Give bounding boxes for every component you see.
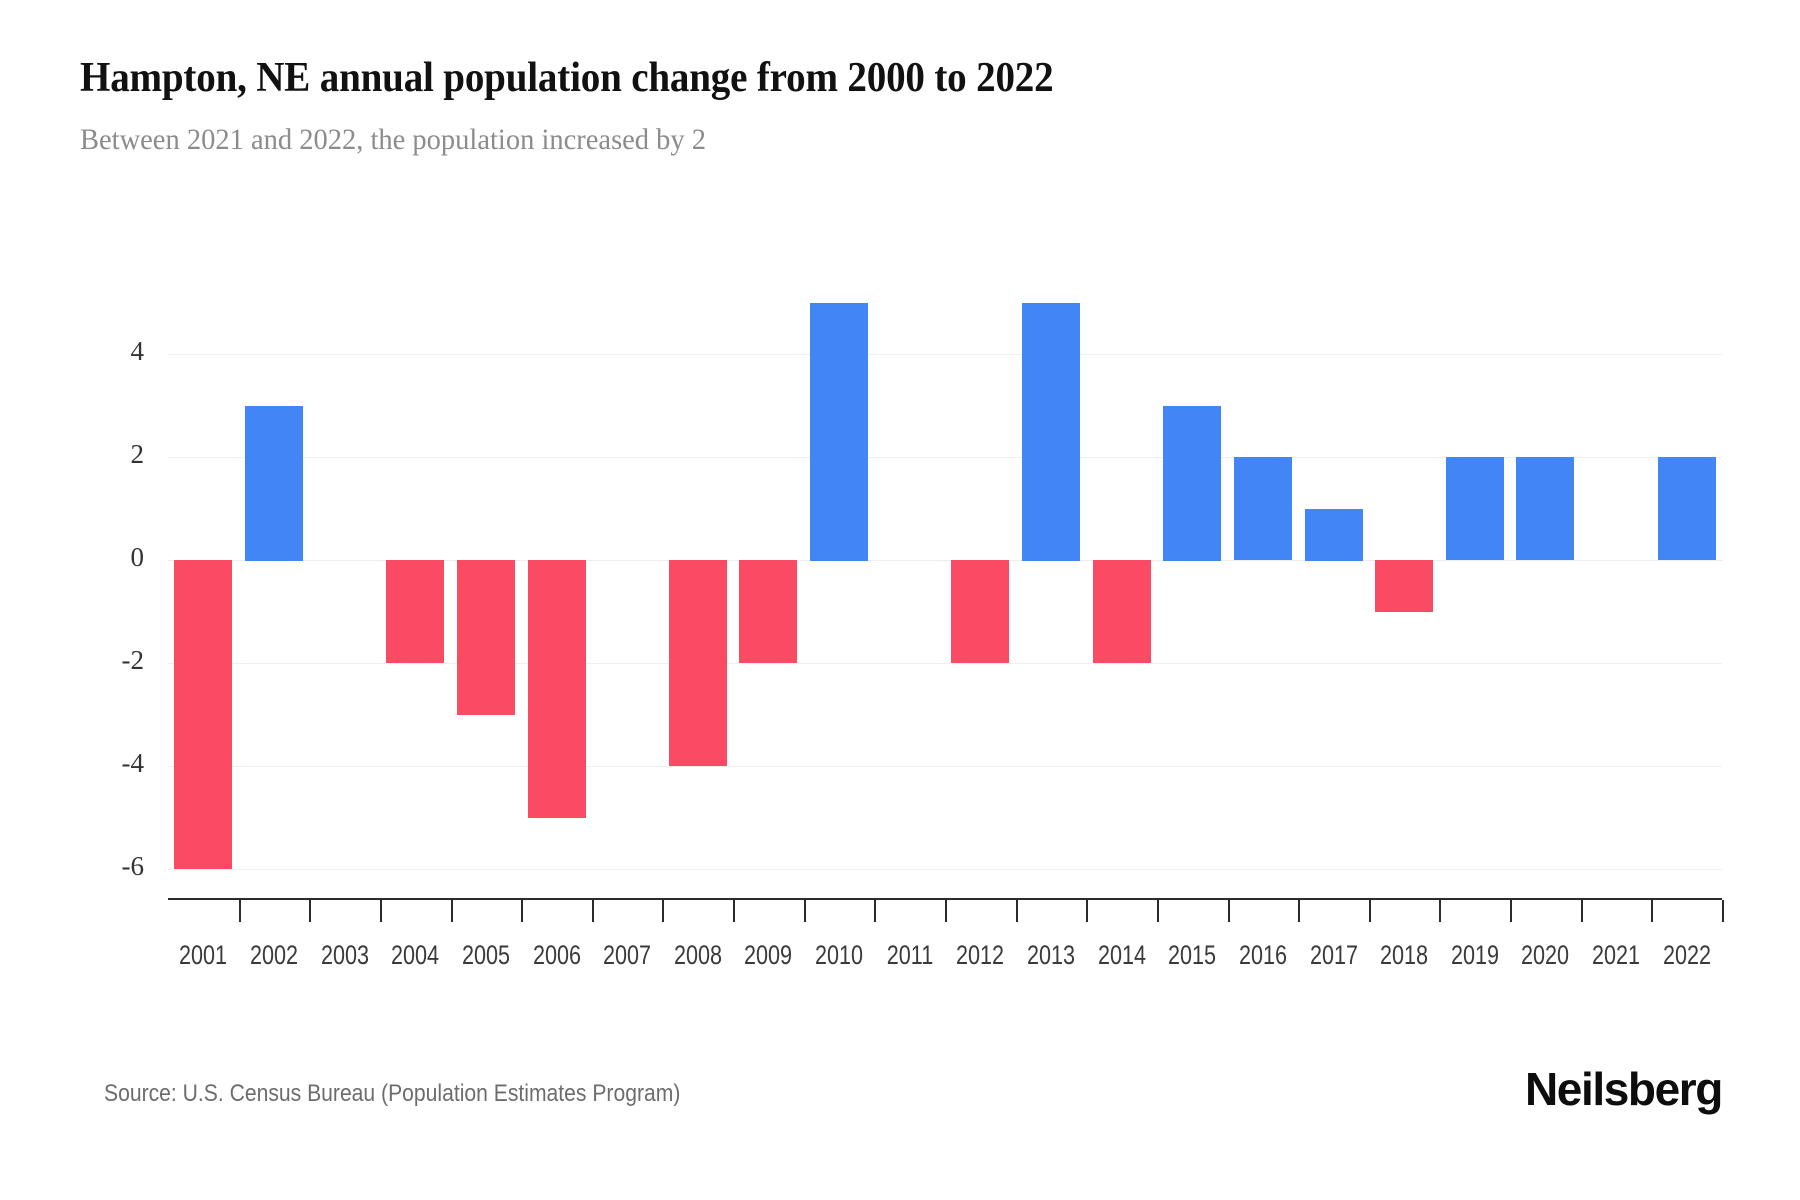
- gridline-y--6: [168, 869, 1722, 870]
- x-axis-tick: [451, 900, 453, 922]
- x-axis-tick-label-2004: 2004: [390, 940, 440, 970]
- x-axis-tick-label-2011: 2011: [886, 940, 934, 970]
- bar-2009[interactable]: [739, 560, 797, 663]
- x-axis-tick: [1581, 900, 1583, 922]
- bar-2001[interactable]: [174, 560, 232, 869]
- x-axis-tick-label-2002: 2002: [249, 940, 299, 970]
- x-axis-line: [168, 898, 1722, 900]
- y-axis-tick-label: -2: [121, 645, 145, 675]
- x-axis-tick-label-2018: 2018: [1379, 940, 1429, 970]
- x-axis-tick: [733, 900, 735, 922]
- x-axis-tick-label-2015: 2015: [1167, 940, 1217, 970]
- bar-2014[interactable]: [1093, 560, 1151, 663]
- bar-2006[interactable]: [528, 560, 586, 818]
- y-axis-tick-label: 4: [130, 336, 145, 366]
- x-axis-tick: [1016, 900, 1018, 922]
- bar-2012[interactable]: [951, 560, 1009, 663]
- x-axis-tick-label-2001: 2001: [178, 940, 228, 970]
- bar-2005[interactable]: [457, 560, 515, 715]
- gridline-y--2: [168, 663, 1722, 664]
- x-axis-tick-label-2006: 2006: [532, 940, 582, 970]
- x-axis-tick-label-2009: 2009: [743, 940, 793, 970]
- bar-2015[interactable]: [1163, 406, 1221, 561]
- x-axis-tick-label-2012: 2012: [955, 940, 1005, 970]
- x-axis-tick-label-2014: 2014: [1097, 940, 1147, 970]
- x-axis-tick: [1228, 900, 1230, 922]
- x-axis-tick: [804, 900, 806, 922]
- x-axis-tick-label-2021: 2021: [1591, 940, 1641, 970]
- y-axis-tick-label: 2: [130, 439, 145, 469]
- x-axis-tick: [945, 900, 947, 922]
- x-axis-tick: [1439, 900, 1441, 922]
- x-axis-tick-label-2020: 2020: [1520, 940, 1570, 970]
- y-axis-tick-label: 0: [130, 542, 145, 572]
- source-note: Source: U.S. Census Bureau (Population E…: [104, 1080, 681, 1107]
- gridline-y-0: [168, 560, 1722, 561]
- bar-2022[interactable]: [1658, 457, 1716, 560]
- bar-2008[interactable]: [669, 560, 727, 766]
- x-axis-tick-label-2008: 2008: [673, 940, 723, 970]
- bar-2013[interactable]: [1022, 303, 1080, 561]
- x-axis-tick: [1157, 900, 1159, 922]
- x-axis-tick: [1651, 900, 1653, 922]
- x-axis-tick-label-2022: 2022: [1662, 940, 1712, 970]
- x-axis-tick-label-2005: 2005: [461, 940, 511, 970]
- page-subtitle: Between 2021 and 2022, the population in…: [80, 123, 707, 156]
- x-axis-tick-label-2019: 2019: [1450, 940, 1500, 970]
- y-axis-tick-label: -4: [121, 748, 145, 778]
- x-axis-tick: [662, 900, 664, 922]
- x-axis-tick: [1510, 900, 1512, 922]
- bar-2010[interactable]: [810, 303, 868, 561]
- x-axis-tick-label-2016: 2016: [1238, 940, 1288, 970]
- x-axis-tick-label-2010: 2010: [814, 940, 864, 970]
- y-axis-tick-label: -6: [121, 851, 145, 881]
- bar-2018[interactable]: [1375, 560, 1433, 612]
- x-axis-tick-label-2007: 2007: [602, 940, 652, 970]
- bar-2019[interactable]: [1446, 457, 1504, 560]
- bar-2020[interactable]: [1516, 457, 1574, 560]
- x-axis-tick: [1298, 900, 1300, 922]
- neilsberg-logo: Neilsberg: [1524, 1063, 1723, 1115]
- x-axis-tick: [239, 900, 241, 922]
- bar-2004[interactable]: [386, 560, 444, 663]
- x-axis-tick-label-2013: 2013: [1026, 940, 1076, 970]
- x-axis-tick-label-2003: 2003: [320, 940, 370, 970]
- bar-2017[interactable]: [1305, 509, 1363, 561]
- x-axis-tick: [1722, 900, 1724, 922]
- gridline-y--4: [168, 766, 1722, 767]
- x-axis-tick: [1369, 900, 1371, 922]
- x-axis-tick: [1086, 900, 1088, 922]
- bar-2016[interactable]: [1234, 457, 1292, 560]
- x-axis-tick: [874, 900, 876, 922]
- x-axis-tick: [592, 900, 594, 922]
- x-axis-tick: [309, 900, 311, 922]
- x-axis-tick-label-2017: 2017: [1309, 940, 1359, 970]
- page-title: Hampton, NE annual population change fro…: [80, 55, 1054, 101]
- gridline-y-4: [168, 354, 1722, 355]
- bar-2002[interactable]: [245, 406, 303, 561]
- x-axis-tick: [380, 900, 382, 922]
- gridline-y-2: [168, 457, 1722, 458]
- x-axis-tick: [521, 900, 523, 922]
